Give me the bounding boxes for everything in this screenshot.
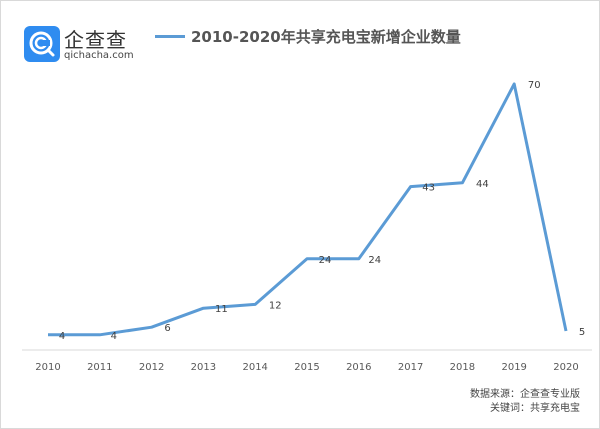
- brand-name: 企查查: [64, 28, 127, 52]
- data-label: 4: [59, 331, 65, 342]
- data-label: 24: [368, 255, 381, 266]
- source-line-1: 数据来源：企查查专业版: [470, 389, 580, 400]
- data-label: 70: [528, 80, 541, 91]
- x-tick-label: 2017: [398, 362, 423, 373]
- x-tick-label: 2010: [35, 362, 60, 373]
- data-label: 6: [164, 323, 170, 334]
- x-tick-label: 2011: [87, 362, 112, 373]
- data-label: 44: [476, 179, 489, 190]
- source-note: 数据来源：企查查专业版 关键词：共享充电宝: [470, 388, 580, 416]
- x-axis-ticks: 2010 2011 2012 2013 2014 2015 2016 2017 2018 2019…: [35, 362, 578, 373]
- brand-domain: qichacha.com: [64, 50, 134, 61]
- x-tick-label: 2018: [450, 362, 475, 373]
- qichacha-logo-icon: [24, 26, 60, 62]
- legend-label: 2010-2020年共享充电宝新增企业数量: [191, 28, 461, 46]
- x-tick-label: 2020: [553, 362, 578, 373]
- data-label: 24: [319, 255, 332, 266]
- x-tick-label: 2015: [294, 362, 319, 373]
- x-tick-label: 2012: [139, 362, 164, 373]
- source-line-2: 关键词：共享充电宝: [490, 403, 580, 414]
- chart-legend: 2010-2020年共享充电宝新增企业数量: [155, 26, 461, 47]
- x-tick-label: 2014: [242, 362, 267, 373]
- x-tick-label: 2016: [346, 362, 371, 373]
- x-tick-label: 2013: [191, 362, 216, 373]
- series-line: [48, 82, 568, 337]
- data-label: 4: [111, 331, 117, 342]
- data-label: 43: [422, 183, 435, 194]
- data-label: 5: [579, 327, 585, 338]
- data-label: 12: [269, 300, 282, 311]
- data-label: 11: [215, 304, 228, 315]
- x-tick-label: 2019: [501, 362, 526, 373]
- legend-swatch: [155, 35, 185, 38]
